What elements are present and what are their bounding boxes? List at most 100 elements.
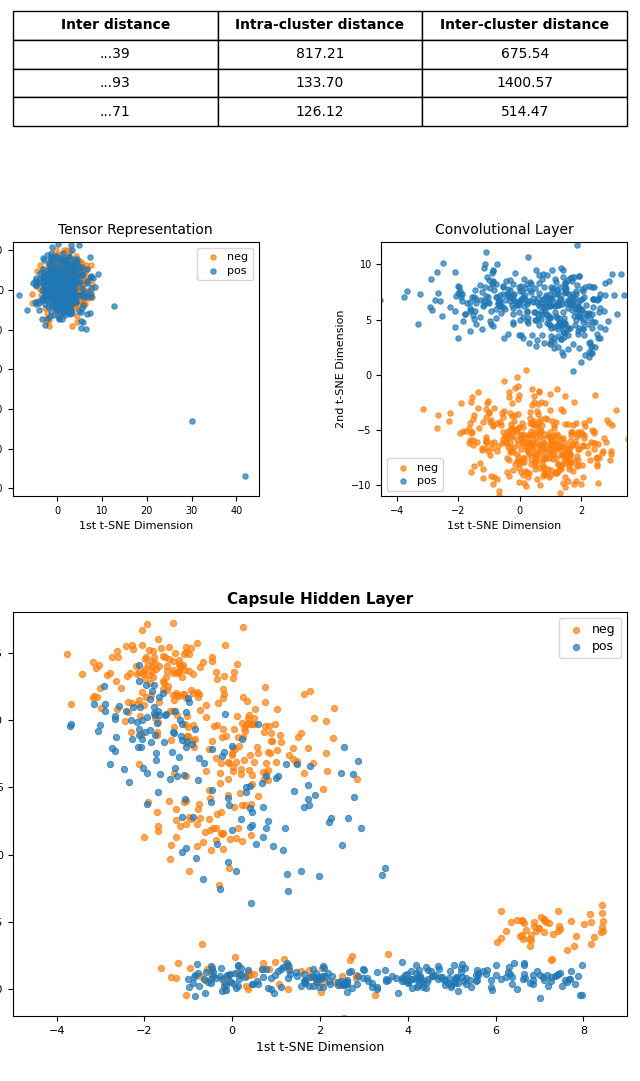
neg [545, 440, 556, 457]
neg [164, 850, 175, 867]
neg [465, 431, 475, 449]
pos [76, 319, 86, 336]
pos [546, 328, 556, 345]
neg [168, 665, 178, 682]
pos [51, 279, 61, 296]
pos [133, 738, 143, 756]
pos [519, 957, 529, 974]
pos [308, 977, 318, 995]
pos [578, 320, 588, 337]
neg [468, 457, 479, 475]
neg [506, 428, 516, 445]
pos [554, 313, 564, 331]
pos [74, 302, 84, 319]
pos [560, 275, 570, 292]
neg [111, 672, 122, 690]
pos [573, 268, 584, 285]
pos [472, 971, 482, 988]
neg [243, 715, 253, 732]
pos [44, 275, 54, 292]
pos [201, 964, 211, 982]
pos [57, 296, 67, 313]
pos [58, 252, 68, 269]
neg [328, 729, 338, 746]
pos [45, 263, 56, 280]
pos [50, 288, 60, 305]
neg [63, 293, 73, 310]
pos [541, 305, 551, 322]
pos [400, 966, 410, 984]
pos [55, 296, 65, 313]
pos [44, 290, 54, 307]
pos [41, 277, 51, 294]
pos [54, 299, 65, 317]
neg [175, 657, 186, 675]
pos [68, 276, 79, 293]
pos [538, 265, 548, 282]
pos [563, 299, 573, 317]
pos [532, 962, 542, 979]
neg [66, 280, 76, 297]
pos [543, 309, 553, 326]
pos [46, 303, 56, 320]
pos [456, 293, 467, 310]
pos [401, 965, 412, 983]
pos [574, 303, 584, 320]
pos [561, 295, 572, 312]
pos [61, 289, 71, 306]
neg [577, 475, 587, 492]
neg [156, 959, 166, 976]
pos [52, 272, 63, 290]
neg [498, 430, 508, 448]
pos [472, 961, 482, 978]
pos [536, 311, 547, 329]
neg [66, 292, 76, 309]
pos [78, 266, 88, 283]
neg [244, 761, 254, 778]
pos [449, 956, 459, 973]
neg [516, 452, 526, 469]
neg [555, 459, 565, 477]
neg [530, 459, 540, 477]
neg [132, 666, 142, 683]
neg [531, 446, 541, 464]
pos [263, 979, 273, 997]
neg [559, 415, 570, 432]
neg [335, 976, 346, 993]
neg [46, 262, 56, 279]
pos [42, 271, 52, 289]
neg [516, 441, 526, 458]
pos [64, 268, 74, 285]
neg [531, 443, 541, 461]
pos [54, 277, 64, 294]
pos [564, 285, 574, 303]
pos [536, 303, 546, 320]
neg [54, 273, 64, 291]
neg [550, 465, 560, 482]
neg [351, 966, 362, 984]
neg [245, 746, 255, 763]
neg [48, 279, 58, 296]
pos [553, 284, 563, 302]
pos [452, 983, 463, 1000]
pos [589, 290, 599, 307]
neg [61, 270, 72, 288]
pos [179, 790, 189, 808]
pos [46, 261, 56, 278]
neg [597, 912, 607, 930]
neg [67, 291, 77, 308]
neg [69, 255, 79, 272]
neg [506, 442, 516, 459]
pos [292, 967, 303, 985]
neg [572, 436, 582, 453]
pos [528, 290, 538, 307]
neg [52, 261, 63, 278]
neg [509, 438, 520, 455]
pos [573, 322, 584, 339]
pos [69, 268, 79, 285]
neg [54, 280, 65, 297]
pos [582, 305, 593, 322]
neg [60, 258, 70, 276]
neg [305, 969, 315, 986]
pos [45, 307, 55, 324]
